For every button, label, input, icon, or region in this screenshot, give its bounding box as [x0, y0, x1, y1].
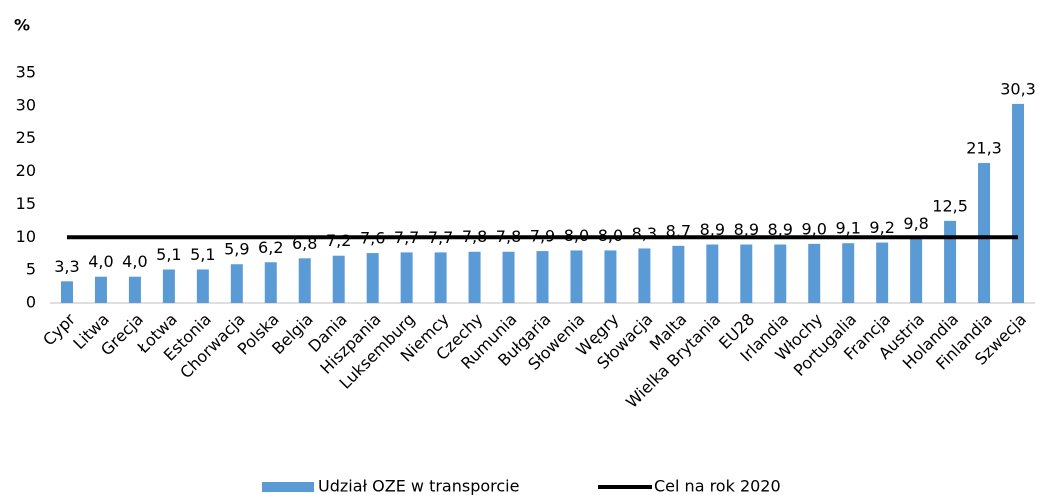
legend-swatch	[262, 482, 314, 492]
data-label: 9,8	[903, 214, 928, 233]
y-axis-label: %	[14, 16, 30, 35]
legend-label: Udział OZE w transporcie	[318, 477, 519, 495]
y-tick-label: 25	[16, 128, 36, 147]
bar	[434, 252, 447, 303]
bar	[910, 238, 923, 303]
bar	[672, 245, 685, 303]
legend-label: Cel na rok 2020	[654, 477, 781, 495]
bar	[1012, 103, 1025, 303]
bar	[502, 251, 515, 303]
bar	[468, 251, 481, 303]
data-label: 8,3	[632, 224, 657, 243]
data-label: 8,9	[734, 220, 759, 239]
data-label: 21,3	[966, 139, 1002, 158]
data-label: 9,2	[869, 218, 894, 237]
data-label: 4,0	[122, 252, 147, 271]
y-tick-label: 10	[16, 227, 36, 246]
data-label: 3,3	[54, 257, 79, 276]
data-label: 5,1	[190, 245, 215, 264]
bar	[706, 244, 719, 303]
bar	[808, 243, 821, 303]
bar	[570, 250, 583, 303]
data-label: 7,2	[326, 231, 351, 250]
data-label: 4,0	[88, 252, 113, 271]
bar	[162, 269, 175, 303]
bar	[638, 248, 651, 303]
bar	[196, 269, 209, 303]
bar	[536, 251, 549, 303]
y-tick-label: 15	[16, 194, 36, 213]
data-label: 9,1	[835, 219, 860, 238]
y-tick-label: 0	[26, 293, 36, 312]
bar	[298, 258, 311, 303]
data-label: 8,9	[768, 220, 793, 239]
bar	[128, 276, 141, 303]
bar	[604, 250, 617, 303]
bar	[400, 252, 413, 303]
bar	[774, 244, 787, 303]
data-label: 6,2	[258, 238, 283, 257]
data-label: 8,9	[700, 220, 725, 239]
bar	[60, 281, 73, 303]
y-tick-label: 30	[16, 95, 36, 114]
data-label: 30,3	[1000, 79, 1036, 98]
bar	[94, 276, 107, 303]
data-label: 9,0	[801, 219, 826, 238]
bar	[842, 243, 855, 303]
y-tick-label: 5	[26, 260, 36, 279]
bar	[944, 220, 957, 303]
bar	[876, 242, 889, 303]
y-tick-label: 20	[16, 161, 36, 180]
data-label: 5,1	[156, 245, 181, 264]
bar	[230, 264, 243, 303]
bar	[366, 253, 379, 303]
y-tick-label: 35	[16, 63, 36, 82]
data-label: 5,9	[224, 240, 249, 259]
bar	[740, 244, 753, 303]
bar	[264, 262, 277, 303]
bar	[332, 255, 345, 303]
bar	[978, 163, 991, 303]
data-label: 12,5	[932, 196, 968, 215]
